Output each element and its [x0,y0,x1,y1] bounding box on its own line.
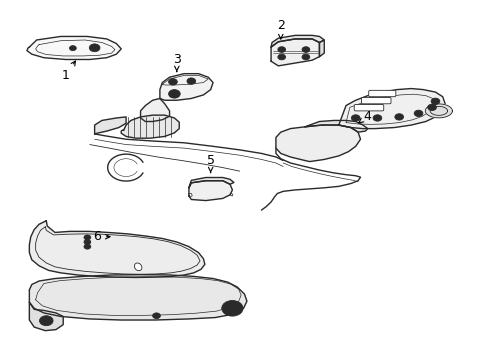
Polygon shape [188,177,233,188]
Polygon shape [270,39,319,66]
Circle shape [69,46,76,51]
Circle shape [225,304,238,313]
Polygon shape [338,89,444,129]
Polygon shape [27,36,121,59]
Polygon shape [29,302,63,330]
Circle shape [413,110,422,117]
Polygon shape [95,117,126,134]
Circle shape [277,54,285,60]
Circle shape [350,115,359,121]
Circle shape [394,114,403,120]
Text: 4: 4 [358,110,371,123]
Polygon shape [319,40,324,57]
Polygon shape [160,74,213,100]
Polygon shape [305,121,367,132]
Circle shape [222,301,243,316]
Circle shape [302,47,309,53]
Circle shape [427,104,435,111]
Circle shape [168,90,180,98]
FancyBboxPatch shape [353,104,383,111]
Ellipse shape [134,263,142,271]
Circle shape [40,316,53,326]
Circle shape [152,313,160,319]
Text: 3: 3 [173,53,181,72]
FancyBboxPatch shape [368,90,395,97]
Polygon shape [140,99,169,122]
Polygon shape [29,221,204,278]
Circle shape [84,244,91,249]
Circle shape [430,98,439,104]
Text: 5: 5 [206,154,214,172]
Circle shape [84,235,91,240]
Circle shape [372,115,381,121]
Text: 6: 6 [93,230,110,243]
Circle shape [186,78,195,84]
Circle shape [168,78,177,85]
Circle shape [277,47,285,53]
Text: 2: 2 [276,19,284,39]
Text: 1: 1 [61,61,75,82]
Polygon shape [275,125,360,162]
Circle shape [89,44,100,52]
Circle shape [43,318,50,323]
Polygon shape [29,275,246,320]
Polygon shape [425,104,451,118]
Circle shape [302,54,309,60]
FancyBboxPatch shape [361,98,390,104]
Polygon shape [121,115,179,138]
Polygon shape [188,181,232,201]
Circle shape [84,239,91,244]
Polygon shape [270,35,324,47]
